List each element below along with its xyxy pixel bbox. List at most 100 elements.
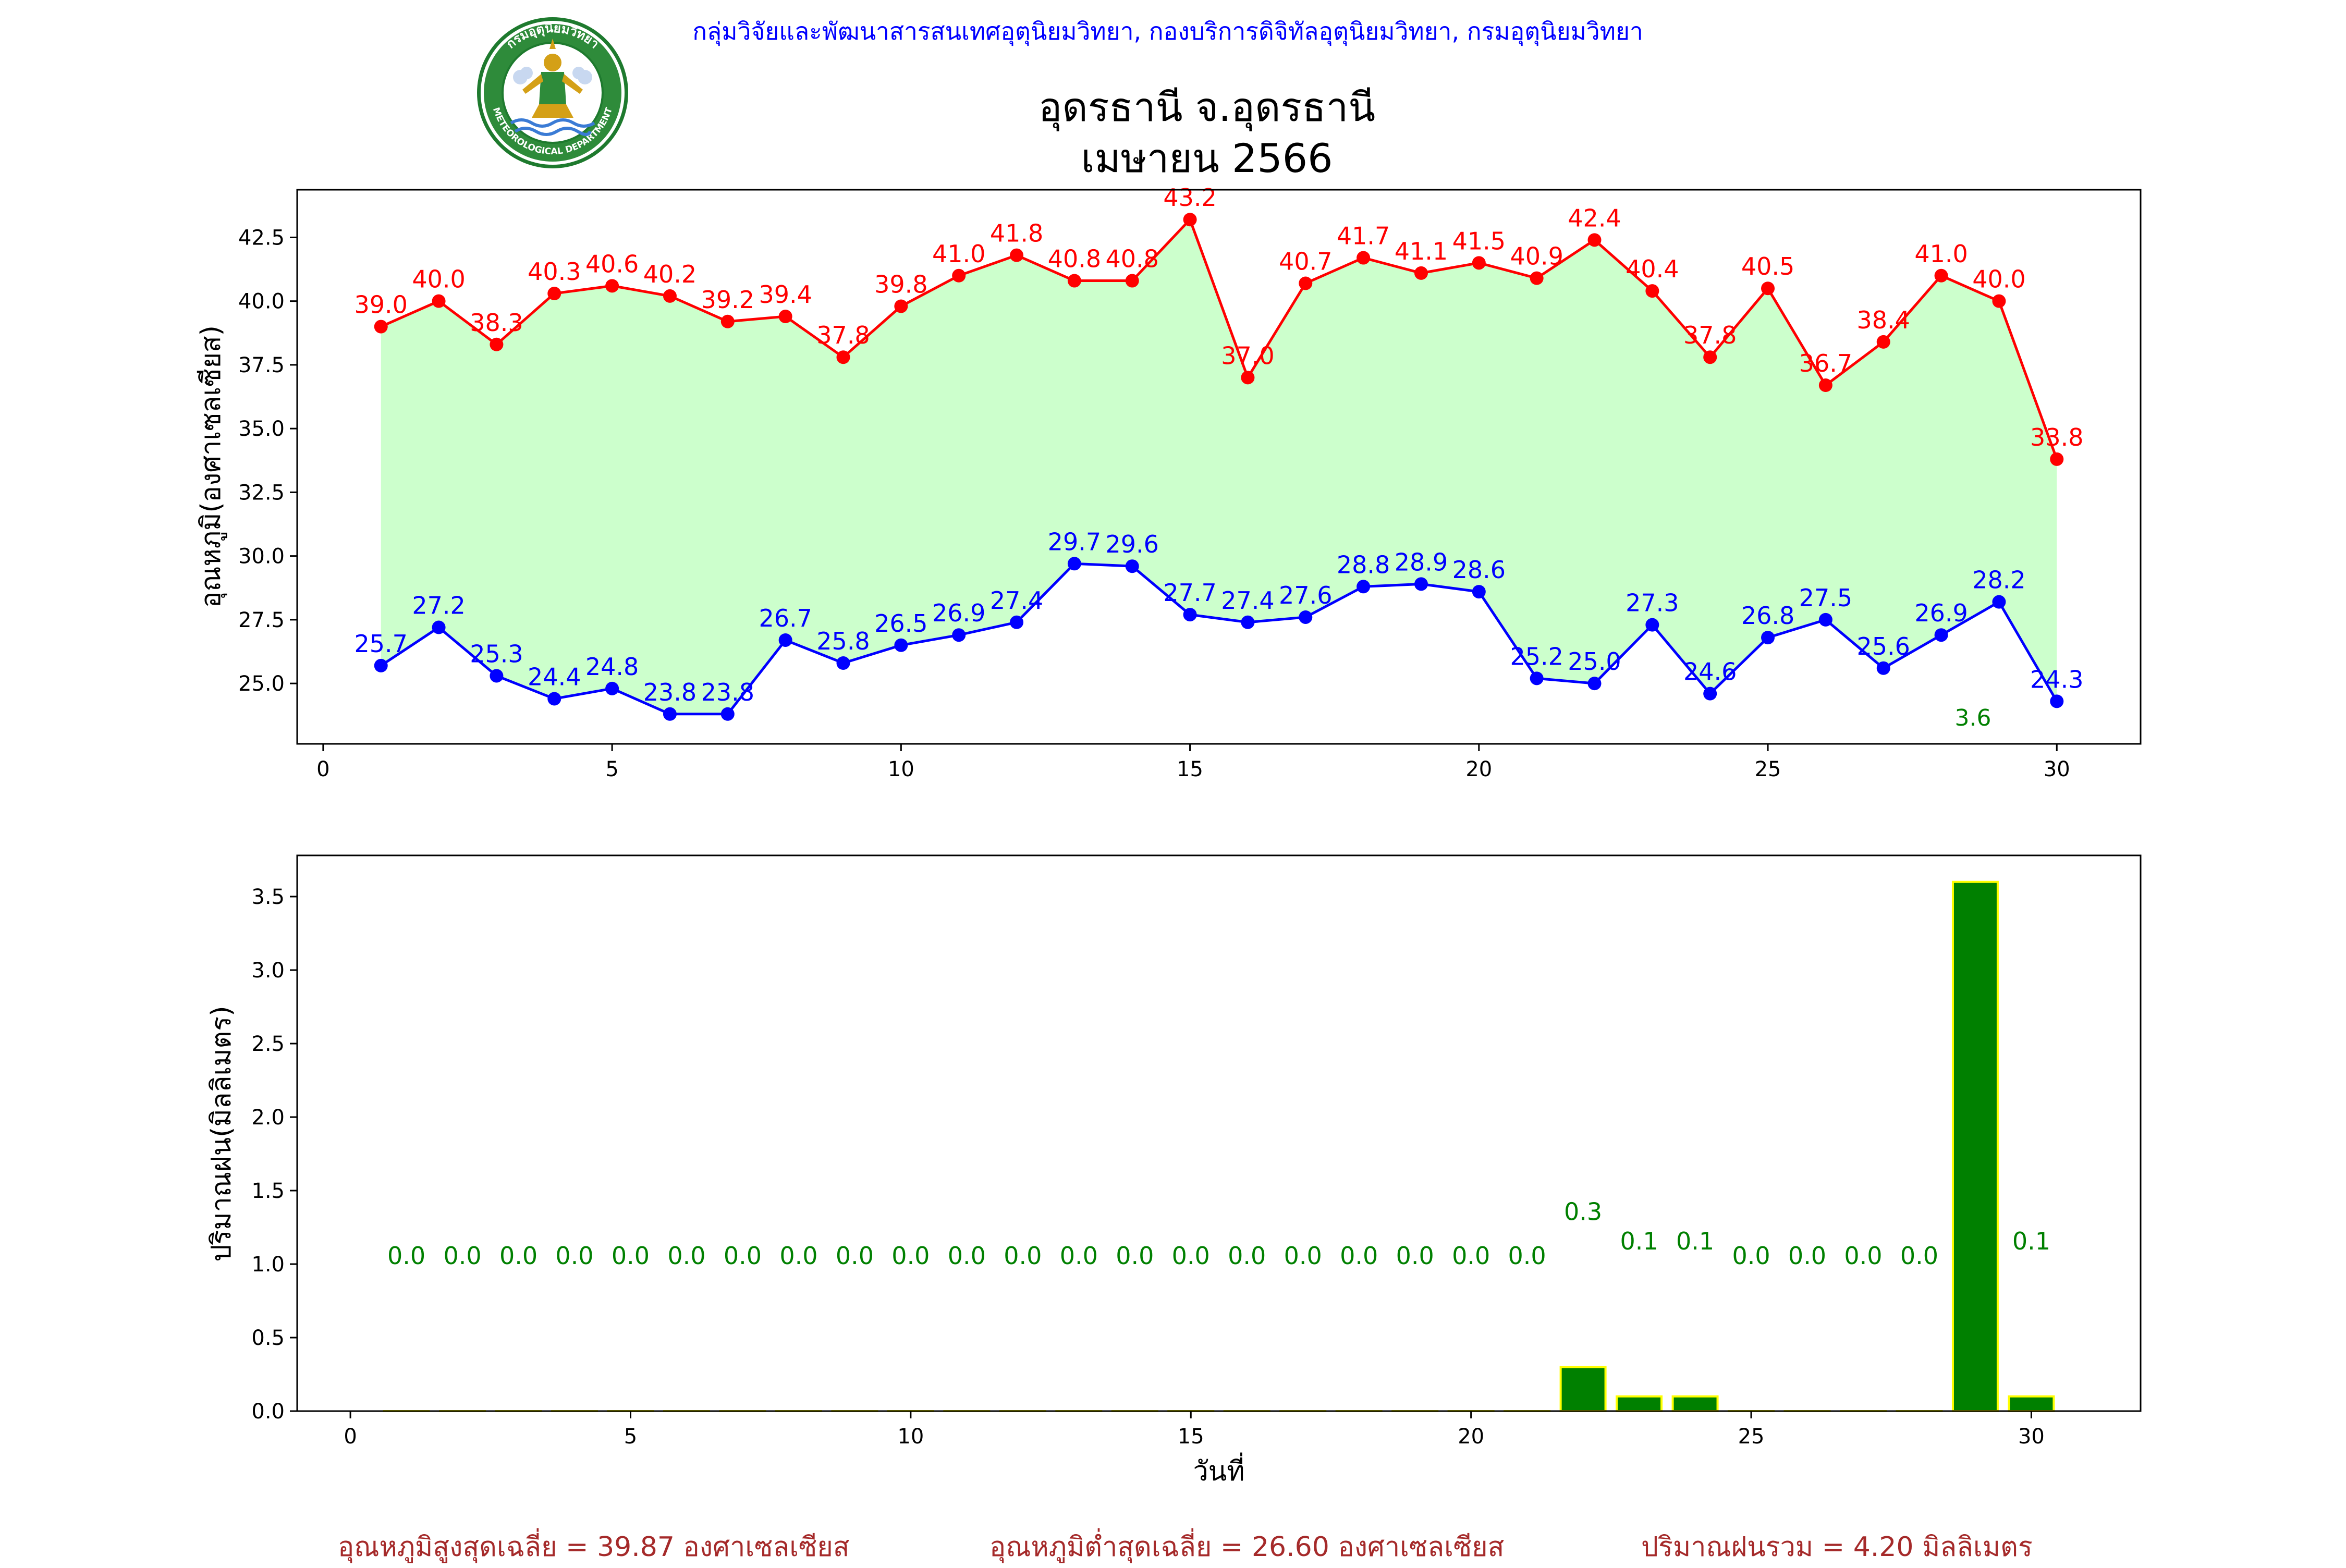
max-temp-label: 41.0 — [1914, 240, 1968, 268]
min-temp-point — [1126, 559, 1139, 573]
rainfall-label: 0.0 — [1060, 1242, 1098, 1270]
rainfall-bar — [2009, 1396, 2054, 1411]
min-temp-point — [1819, 613, 1832, 627]
x-tick-label: 10 — [888, 757, 914, 781]
max-temp-point — [1877, 335, 1890, 349]
min-temp-point — [547, 692, 561, 705]
rainfall-bars — [384, 882, 2054, 1411]
max-temp-point — [1068, 274, 1081, 288]
max-temp-point — [1010, 249, 1023, 262]
rainfall-y-axis-label: ปริมาณฝน(มิลลิเมตร) — [206, 1006, 237, 1261]
rainfall-label: 0.0 — [1508, 1242, 1546, 1270]
min-temp-label: 29.6 — [1106, 530, 1159, 558]
min-temp-label: 28.9 — [1395, 548, 1448, 576]
min-temp-point — [1530, 671, 1544, 685]
max-temp-point — [1761, 281, 1775, 295]
max-temp-label: 41.7 — [1337, 222, 1390, 250]
min-temp-label: 26.9 — [1914, 599, 1968, 627]
rainfall-label: 0.1 — [1620, 1227, 1658, 1255]
max-temp-label: 40.0 — [1972, 265, 2025, 293]
max-temp-point — [779, 310, 792, 323]
rainfall-label: 0.0 — [1004, 1242, 1042, 1270]
rainfall-label: 0.0 — [387, 1242, 425, 1270]
min-temp-point — [952, 628, 966, 642]
min-temp-point — [605, 682, 619, 695]
min-temp-label: 26.8 — [1741, 602, 1794, 630]
max-temp-label: 39.0 — [355, 291, 408, 319]
rainfall-bar — [1561, 1367, 1606, 1411]
average-max-temperature: อุณหภูมิสูงสุดเฉลี่ย = 39.87 องศาเซลเซีย… — [338, 1525, 850, 1568]
min-temp-point — [1068, 557, 1081, 570]
rainfall-label: 0.0 — [891, 1242, 930, 1270]
rainfall-bar — [1673, 1396, 1718, 1411]
max-temp-point — [605, 279, 619, 292]
x-tick-label: 5 — [605, 757, 618, 781]
min-temp-label: 24.8 — [585, 653, 639, 681]
y-tick-label: 37.5 — [238, 353, 285, 377]
min-temp-point — [779, 633, 792, 647]
min-temp-point — [1183, 608, 1197, 621]
rainfall-label: 0.1 — [1676, 1227, 1714, 1255]
max-temp-label: 33.8 — [2030, 423, 2083, 451]
min-temp-label: 28.6 — [1452, 556, 1506, 584]
max-temp-label: 40.2 — [643, 260, 697, 288]
x-tick-label: 20 — [1465, 757, 1492, 781]
max-temp-label: 37.8 — [816, 321, 870, 349]
max-temp-label: 37.8 — [1683, 321, 1737, 349]
min-temp-point — [1357, 580, 1370, 593]
min-temp-point — [490, 669, 503, 682]
max-temp-label: 38.3 — [470, 309, 523, 337]
min-temp-point — [432, 621, 446, 634]
rainfall-x-axis-label: วันที่ — [1193, 1452, 1244, 1487]
min-temp-label: 23.8 — [643, 678, 697, 706]
x-tick-label: 25 — [1755, 757, 1781, 781]
y-tick-label: 2.5 — [251, 1032, 285, 1056]
y-tick-label: 0.0 — [251, 1400, 285, 1424]
average-min-temperature: อุณหภูมิต่ำสุดเฉลี่ย = 26.60 องศาเซลเซีย… — [989, 1525, 1504, 1568]
min-temp-point — [894, 639, 908, 652]
y-tick-label: 42.5 — [238, 226, 285, 250]
x-tick-label: 15 — [1178, 1425, 1204, 1449]
x-tick-label: 0 — [316, 757, 329, 781]
min-temp-point — [721, 707, 735, 721]
rainfall-label: 0.0 — [1452, 1242, 1490, 1270]
rainfall-label: 0.0 — [612, 1242, 650, 1270]
max-temp-point — [836, 350, 850, 364]
y-tick-label: 3.0 — [251, 959, 285, 983]
min-temp-label: 23.8 — [701, 678, 754, 706]
min-temp-label: 27.5 — [1799, 584, 1852, 612]
rainfall-label: 0.0 — [1396, 1242, 1434, 1270]
x-tick-label: 20 — [1458, 1425, 1484, 1449]
max-temp-point — [2050, 452, 2063, 466]
max-temp-point — [1126, 274, 1139, 288]
min-temp-label: 28.8 — [1337, 550, 1390, 579]
max-temp-label: 39.2 — [701, 286, 754, 314]
min-temp-label: 25.2 — [1510, 642, 1563, 670]
min-temp-label: 29.7 — [1048, 528, 1101, 556]
rainfall-label: 0.1 — [2012, 1227, 2050, 1255]
min-temp-point — [1241, 616, 1254, 629]
max-temp-label: 40.8 — [1048, 245, 1101, 273]
x-tick-label: 0 — [344, 1425, 357, 1449]
min-temp-label: 27.4 — [990, 586, 1043, 615]
max-temp-point — [894, 299, 908, 313]
x-tick-label: 15 — [1177, 757, 1203, 781]
min-temp-label: 26.9 — [932, 599, 985, 627]
y-tick-label: 0.5 — [251, 1326, 285, 1350]
rainfall-label: 0.3 — [1564, 1197, 1602, 1226]
max-temp-point — [1414, 266, 1428, 280]
max-temp-point — [1703, 350, 1717, 364]
max-temp-point — [374, 320, 388, 334]
max-temp-point — [1357, 251, 1370, 265]
rainfall-label: 0.0 — [724, 1242, 762, 1270]
min-temp-point — [1414, 577, 1428, 591]
min-temp-point — [1472, 585, 1486, 598]
max-temp-point — [1935, 269, 1948, 283]
y-tick-label: 2.0 — [251, 1106, 285, 1130]
rain-3-6-annotation: 3.6 — [1955, 705, 1991, 731]
rainfall-label: 0.0 — [1228, 1242, 1266, 1270]
min-temp-label: 25.0 — [1568, 647, 1621, 676]
rainfall-label: 0.0 — [836, 1242, 874, 1270]
max-temp-point — [1183, 213, 1197, 226]
